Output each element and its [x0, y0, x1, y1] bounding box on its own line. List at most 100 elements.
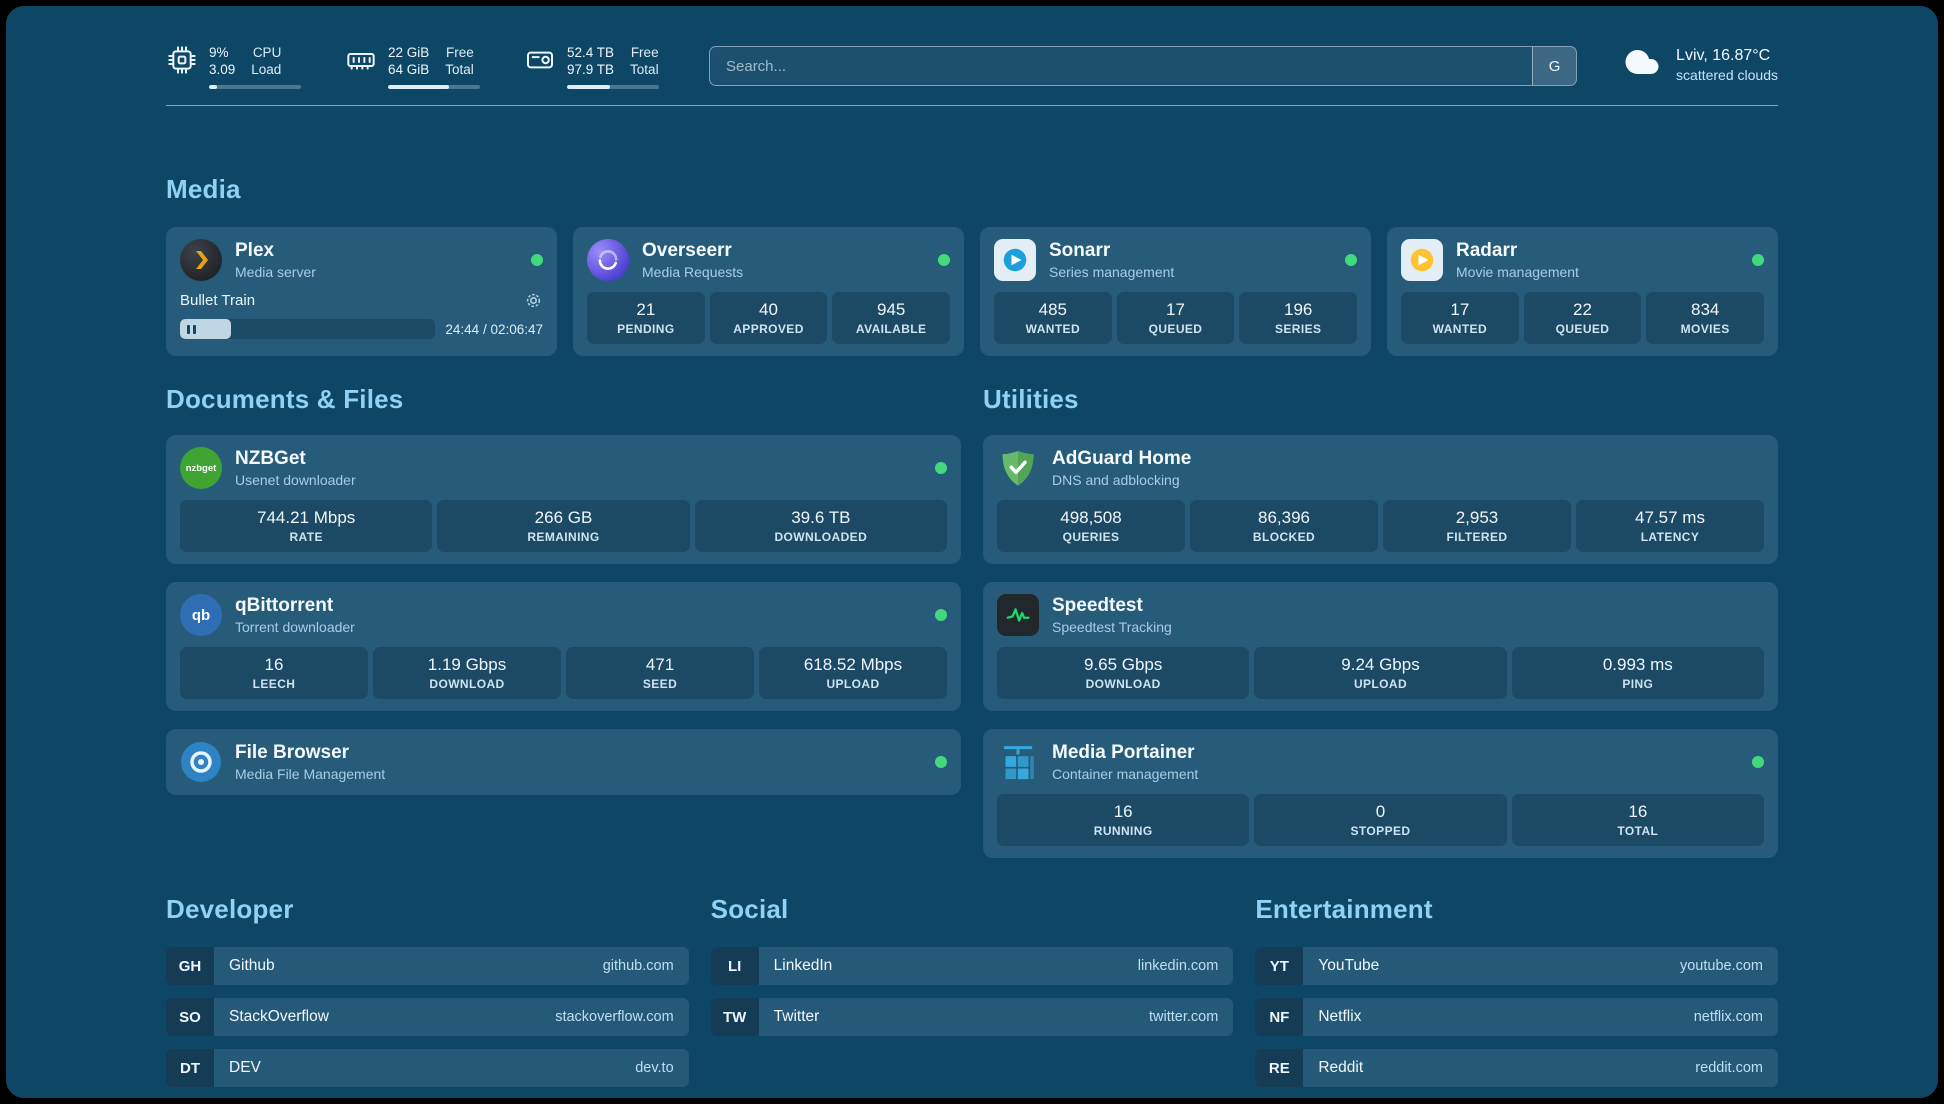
- status-online-dot: [935, 756, 947, 768]
- bookmark-dev[interactable]: DT DEV dev.to: [166, 1049, 689, 1087]
- stat-value: 0: [1375, 802, 1386, 821]
- app-card-plex[interactable]: Plex Media server Bullet Train: [166, 227, 557, 356]
- stat-label: BLOCKED: [1252, 530, 1316, 544]
- search-engine-button[interactable]: G: [1532, 47, 1577, 85]
- stat-box: 21 PENDING: [587, 292, 705, 344]
- search-input[interactable]: [710, 47, 1533, 85]
- stat-label: FILTERED: [1446, 530, 1508, 544]
- stat-box: 22 QUEUED: [1523, 292, 1642, 344]
- adguard-shield-icon: [997, 447, 1039, 489]
- bookmark-url: twitter.com: [1149, 1009, 1219, 1025]
- bookmark-url: stackoverflow.com: [555, 1009, 674, 1025]
- stat-label: SEED: [642, 677, 678, 691]
- app-title: Speedtest: [1052, 595, 1143, 616]
- app-subtitle: Torrent downloader: [235, 619, 355, 635]
- status-online-dot: [1752, 756, 1764, 768]
- app-title: Plex: [235, 240, 275, 261]
- stat-box: 945 AVAILABLE: [832, 292, 951, 344]
- app-subtitle: Media server: [235, 264, 316, 280]
- stat-box: 0.993 ms PING: [1511, 647, 1764, 699]
- app-subtitle: Container management: [1052, 766, 1199, 782]
- bookmark-name: Twitter: [773, 1008, 820, 1025]
- app-title: AdGuard Home: [1052, 448, 1192, 469]
- bookmark-name: Github: [229, 957, 275, 974]
- ram-free-label: Free: [446, 45, 474, 60]
- stat-value: 945: [876, 300, 906, 319]
- app-card-portainer[interactable]: Media Portainer Container management 16 …: [983, 729, 1778, 858]
- documents-column: Documents & Files nzbget NZBGet Usenet d…: [166, 384, 961, 858]
- app-title: qBittorrent: [235, 595, 334, 616]
- stat-label: DOWNLOADED: [774, 530, 868, 544]
- app-card-adguard[interactable]: AdGuard Home DNS and adblocking 498,508 …: [983, 435, 1778, 564]
- stat-box: 196 SERIES: [1239, 292, 1358, 344]
- cpu-usage-bar: [209, 85, 301, 89]
- bookmark-column-social: Social LI LinkedIn linkedin.com TW Twitt…: [710, 894, 1234, 1087]
- stat-box: 17 WANTED: [1401, 292, 1519, 344]
- disk-icon: [524, 44, 556, 89]
- bookmark-name: LinkedIn: [773, 957, 833, 974]
- stat-box: 0 STOPPED: [1254, 794, 1507, 846]
- cpu-label: CPU: [252, 45, 282, 60]
- plex-icon: [180, 239, 222, 281]
- app-card-filebrowser[interactable]: File Browser Media File Management: [166, 729, 961, 795]
- status-online-dot: [938, 254, 950, 266]
- app-card-speedtest[interactable]: Speedtest Speedtest Tracking 9.65 Gbps D…: [983, 582, 1778, 711]
- gear-icon[interactable]: [524, 291, 543, 310]
- stat-box: 9.24 Gbps UPLOAD: [1254, 647, 1507, 699]
- app-title: Media Portainer: [1052, 742, 1195, 763]
- stat-value: 9.24 Gbps: [1341, 655, 1420, 674]
- section-title-utilities: Utilities: [983, 384, 1079, 414]
- bookmark-column-developer: Developer GH Github github.com SO StackO…: [166, 894, 689, 1087]
- nzbget-icon: nzbget: [180, 447, 222, 489]
- app-card-radarr[interactable]: Radarr Movie management 17 WANTED 22 QUE…: [1387, 227, 1778, 356]
- app-card-qbittorrent[interactable]: qb qBittorrent Torrent downloader 16 LEE…: [166, 582, 961, 711]
- dashboard-page: 9% 3.09 CPU Load: [6, 6, 1938, 1098]
- cpu-icon: [166, 44, 198, 89]
- bookmark-twitter[interactable]: TW Twitter twitter.com: [710, 998, 1234, 1036]
- stat-value: 86,396: [1258, 508, 1310, 527]
- stat-value: 834: [1690, 300, 1720, 319]
- stat-box: 266 GB REMAINING: [437, 500, 690, 552]
- playback-progress-fill: [180, 319, 232, 339]
- bookmark-name: Netflix: [1318, 1008, 1362, 1025]
- app-title: Overseerr: [642, 240, 732, 261]
- status-online-dot: [1345, 254, 1357, 266]
- sonarr-icon: [994, 239, 1036, 281]
- app-card-sonarr[interactable]: Sonarr Series management 485 WANTED 17 Q…: [980, 227, 1371, 356]
- stat-label: UPLOAD: [1353, 677, 1408, 691]
- bookmark-github[interactable]: GH Github github.com: [166, 947, 689, 985]
- playback-progress-bar[interactable]: [180, 319, 436, 339]
- playback-time: 24:44 / 02:06:47: [445, 321, 543, 337]
- bookmark-netflix[interactable]: NF Netflix netflix.com: [1255, 998, 1778, 1036]
- bookmark-linkedin[interactable]: LI LinkedIn linkedin.com: [710, 947, 1234, 985]
- stat-box: 485 WANTED: [994, 292, 1112, 344]
- pause-icon[interactable]: [187, 324, 196, 334]
- stat-box: 471 SEED: [566, 647, 754, 699]
- app-card-overseerr[interactable]: Overseerr Media Requests 21 PENDING 40 A…: [573, 227, 964, 356]
- app-subtitle: Speedtest Tracking: [1052, 619, 1172, 635]
- weather-widget: Lviv, 16.87°C scattered clouds: [1621, 44, 1778, 85]
- now-playing-title: Bullet Train: [180, 292, 256, 309]
- ram-usage-bar: [388, 85, 480, 89]
- cpu-metric: 9% 3.09 CPU Load: [166, 44, 301, 89]
- ram-icon: [345, 44, 377, 89]
- bookmark-youtube[interactable]: YT YouTube youtube.com: [1255, 947, 1778, 985]
- bookmark-url: reddit.com: [1695, 1060, 1763, 1076]
- stat-box: 39.6 TB DOWNLOADED: [694, 500, 947, 552]
- bookmark-stackoverflow[interactable]: SO StackOverflow stackoverflow.com: [166, 998, 689, 1036]
- disk-free-label: Free: [630, 45, 659, 60]
- search-bar: G: [709, 46, 1578, 86]
- bookmark-reddit[interactable]: RE Reddit reddit.com: [1255, 1049, 1778, 1087]
- bookmark-abbr: DT: [166, 1049, 214, 1087]
- top-bar: 9% 3.09 CPU Load: [166, 6, 1778, 89]
- bookmark-abbr: NF: [1255, 998, 1304, 1036]
- status-online-dot: [1752, 254, 1764, 266]
- stat-label: SERIES: [1274, 322, 1322, 336]
- app-card-nzbget[interactable]: nzbget NZBGet Usenet downloader 744.21 M…: [166, 435, 961, 564]
- stat-value: 17: [1166, 300, 1185, 319]
- bookmark-name: DEV: [229, 1059, 261, 1076]
- stat-value: 22: [1573, 300, 1592, 319]
- stat-value: 16: [1628, 802, 1648, 821]
- app-title: Sonarr: [1049, 240, 1111, 261]
- status-online-dot: [531, 254, 543, 266]
